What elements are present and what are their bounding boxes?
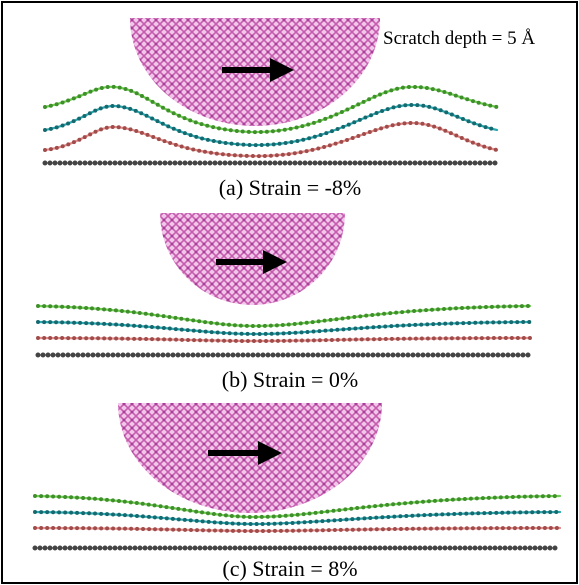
caption: (a) Strain = -8%	[219, 175, 362, 200]
panel-c: (c) Strain = 8%	[35, 403, 560, 581]
panel-b: (b) Strain = 0%	[38, 213, 530, 392]
annotation: Scratch depth = 5 Å	[383, 28, 535, 49]
figure: Scratch depth = 5 Å (a) Strain = -8% (b)…	[0, 0, 579, 585]
tip	[118, 403, 382, 513]
caption: (b) Strain = 0%	[222, 367, 358, 392]
layers	[38, 306, 530, 355]
panel-a: Scratch depth = 5 Å (a) Strain = -8%	[45, 18, 535, 200]
caption: (c) Strain = 8%	[222, 556, 357, 581]
